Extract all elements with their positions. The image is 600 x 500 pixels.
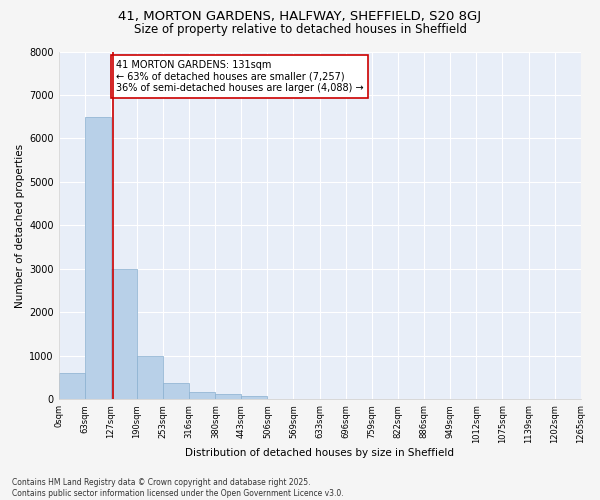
Y-axis label: Number of detached properties: Number of detached properties xyxy=(15,144,25,308)
Bar xyxy=(189,392,215,400)
Text: Size of property relative to detached houses in Sheffield: Size of property relative to detached ho… xyxy=(133,22,467,36)
Text: Contains HM Land Registry data © Crown copyright and database right 2025.
Contai: Contains HM Land Registry data © Crown c… xyxy=(12,478,344,498)
Bar xyxy=(241,396,268,400)
X-axis label: Distribution of detached houses by size in Sheffield: Distribution of detached houses by size … xyxy=(185,448,454,458)
Text: 41 MORTON GARDENS: 131sqm
← 63% of detached houses are smaller (7,257)
36% of se: 41 MORTON GARDENS: 131sqm ← 63% of detac… xyxy=(116,60,364,94)
Bar xyxy=(59,374,85,400)
Bar xyxy=(163,383,189,400)
Bar xyxy=(111,269,137,400)
Text: 41, MORTON GARDENS, HALFWAY, SHEFFIELD, S20 8GJ: 41, MORTON GARDENS, HALFWAY, SHEFFIELD, … xyxy=(118,10,482,23)
Bar xyxy=(215,394,241,400)
Bar xyxy=(85,116,110,400)
Bar xyxy=(137,356,163,400)
